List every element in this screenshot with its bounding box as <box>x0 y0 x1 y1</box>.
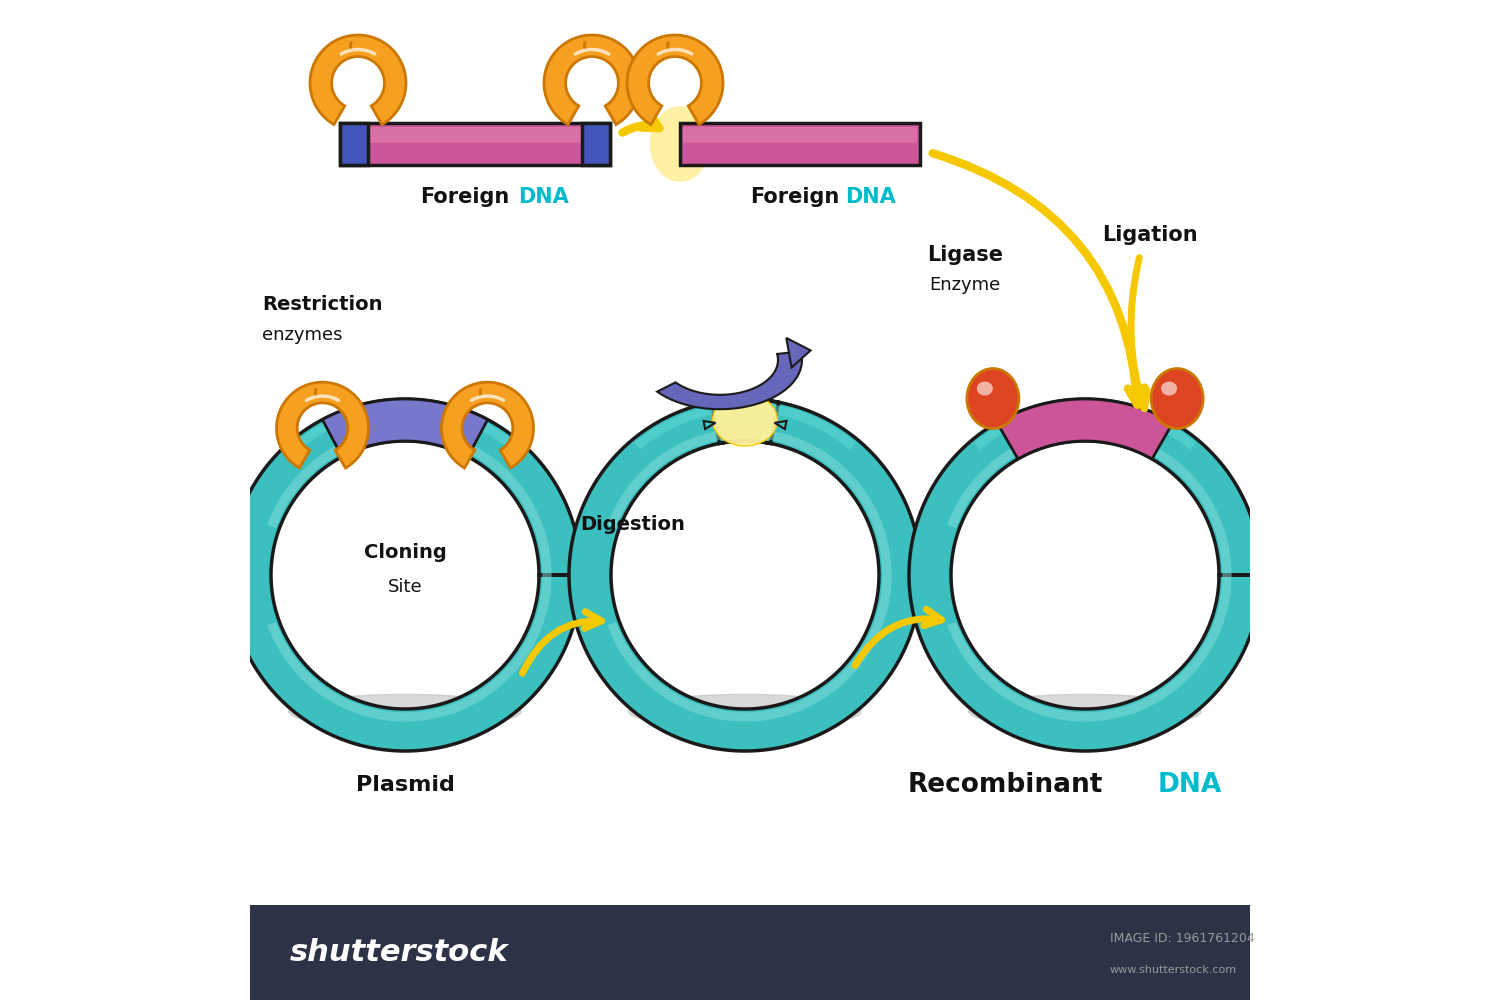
Polygon shape <box>657 351 802 409</box>
Polygon shape <box>974 402 1196 450</box>
Polygon shape <box>634 402 856 450</box>
Text: Site: Site <box>387 578 423 596</box>
Ellipse shape <box>650 106 710 182</box>
Polygon shape <box>774 421 786 429</box>
Text: Plasmid: Plasmid <box>356 775 454 795</box>
Text: Restriction: Restriction <box>262 296 382 314</box>
Polygon shape <box>230 399 580 751</box>
Polygon shape <box>704 421 716 429</box>
Text: Foreign: Foreign <box>750 187 840 207</box>
Text: Ligase: Ligase <box>927 245 1004 265</box>
FancyBboxPatch shape <box>344 127 608 143</box>
Text: Ligation: Ligation <box>1102 225 1198 245</box>
FancyBboxPatch shape <box>582 123 610 165</box>
Polygon shape <box>946 428 1232 722</box>
Text: shutterstock: shutterstock <box>290 938 508 967</box>
Text: enzymes: enzymes <box>262 326 342 344</box>
Text: Foreign: Foreign <box>420 187 510 207</box>
Polygon shape <box>310 35 407 125</box>
Ellipse shape <box>712 394 777 446</box>
Polygon shape <box>909 399 1262 751</box>
Text: DNA: DNA <box>1158 772 1222 798</box>
Polygon shape <box>627 35 723 125</box>
Polygon shape <box>322 399 488 457</box>
Polygon shape <box>276 382 369 468</box>
Text: www.shutterstock.com: www.shutterstock.com <box>1110 965 1238 975</box>
Text: Digestion: Digestion <box>580 516 686 534</box>
Polygon shape <box>441 382 534 468</box>
Text: DNA: DNA <box>844 187 895 207</box>
Ellipse shape <box>628 694 861 728</box>
Polygon shape <box>568 399 921 751</box>
Ellipse shape <box>1161 382 1178 396</box>
Polygon shape <box>267 428 552 722</box>
FancyBboxPatch shape <box>682 127 916 143</box>
Text: ·: · <box>446 936 456 969</box>
Polygon shape <box>608 428 891 722</box>
Polygon shape <box>786 338 810 367</box>
Polygon shape <box>294 402 516 450</box>
Text: DNA: DNA <box>518 187 568 207</box>
Text: Cloning: Cloning <box>363 544 447 562</box>
FancyBboxPatch shape <box>340 123 610 165</box>
Polygon shape <box>998 399 1173 459</box>
Bar <box>251 905 1250 1000</box>
Text: Recombinant: Recombinant <box>908 772 1102 798</box>
Ellipse shape <box>1150 369 1203 429</box>
Ellipse shape <box>288 694 522 728</box>
Ellipse shape <box>969 694 1202 728</box>
Ellipse shape <box>968 369 1018 429</box>
FancyBboxPatch shape <box>680 123 920 165</box>
Ellipse shape <box>976 382 993 396</box>
Text: IMAGE ID: 1961761204: IMAGE ID: 1961761204 <box>1110 932 1254 945</box>
FancyBboxPatch shape <box>340 123 368 165</box>
Text: Enzyme: Enzyme <box>930 276 1000 294</box>
Polygon shape <box>544 35 640 125</box>
